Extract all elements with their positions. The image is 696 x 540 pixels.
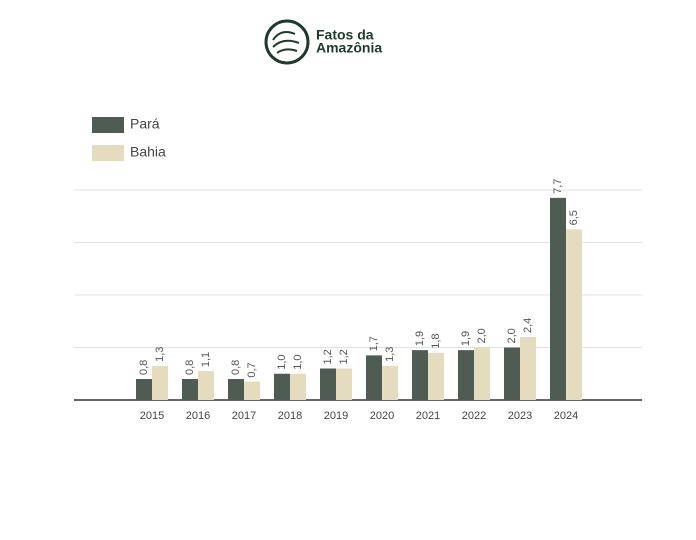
bar xyxy=(136,379,152,400)
bar xyxy=(182,379,198,400)
bar xyxy=(244,381,260,400)
value-label: 0,7 xyxy=(246,362,258,377)
value-label: 1,0 xyxy=(276,354,288,369)
value-label: 1,7 xyxy=(368,336,380,351)
bar xyxy=(504,347,520,400)
value-label: 2,4 xyxy=(522,318,534,333)
legend-label: Bahia xyxy=(130,144,166,160)
bar xyxy=(366,355,382,400)
logo: Fatos da Amazônia xyxy=(264,19,382,65)
legend-label: Pará xyxy=(130,116,160,132)
value-label: 0,8 xyxy=(184,360,196,375)
value-label: 7,7 xyxy=(552,179,564,194)
value-label: 1,0 xyxy=(292,354,304,369)
bar xyxy=(336,368,352,400)
x-tick-label: 2021 xyxy=(416,410,440,422)
x-tick-label: 2023 xyxy=(508,410,532,422)
value-label: 1,3 xyxy=(154,347,166,362)
x-tick-label: 2017 xyxy=(232,410,256,422)
value-label: 1,2 xyxy=(338,349,350,364)
bar xyxy=(382,365,398,400)
value-label: 2,0 xyxy=(506,328,518,343)
bar xyxy=(428,352,444,400)
logo-ring xyxy=(264,19,310,65)
bar xyxy=(290,373,306,400)
x-tick-label: 2020 xyxy=(370,410,394,422)
value-label: 6,5 xyxy=(568,210,580,225)
bar xyxy=(274,373,290,400)
legend-swatch xyxy=(92,117,124,133)
bar xyxy=(152,365,168,400)
x-tick-label: 2022 xyxy=(462,410,486,422)
value-label: 1,1 xyxy=(200,352,212,367)
value-label: 1,8 xyxy=(430,333,442,348)
value-label: 0,8 xyxy=(138,360,150,375)
bar xyxy=(550,197,566,400)
bar xyxy=(412,350,428,400)
x-tick-label: 2018 xyxy=(278,410,302,422)
bar xyxy=(458,350,474,400)
value-label: 0,8 xyxy=(230,360,242,375)
x-tick-label: 2019 xyxy=(324,410,348,422)
x-tick-label: 2024 xyxy=(554,410,578,422)
logo-text: Amazônia xyxy=(316,40,382,56)
value-label: 1,2 xyxy=(322,349,334,364)
bar xyxy=(198,371,214,400)
logo-text: Fatos da xyxy=(316,27,374,43)
bar xyxy=(566,229,582,400)
value-label: 1,9 xyxy=(460,331,472,346)
bar xyxy=(474,347,490,400)
logo-icon xyxy=(272,31,300,54)
value-label: 1,9 xyxy=(414,331,426,346)
bar xyxy=(320,368,336,400)
value-label: 2,0 xyxy=(476,328,488,343)
bar xyxy=(228,379,244,400)
x-tick-label: 2016 xyxy=(186,410,210,422)
bar xyxy=(520,337,536,400)
value-label: 1,3 xyxy=(384,347,396,362)
legend-swatch xyxy=(92,145,124,161)
x-tick-label: 2015 xyxy=(140,410,164,422)
